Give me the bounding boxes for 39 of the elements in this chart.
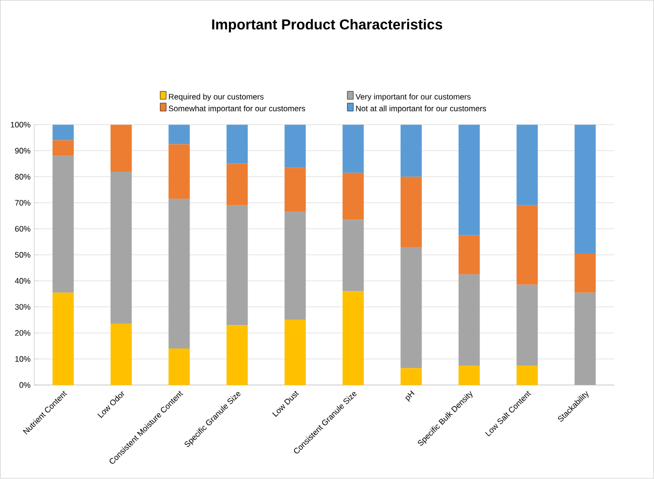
bar xyxy=(284,168,306,212)
bar xyxy=(516,366,538,386)
bar xyxy=(52,292,74,386)
bar xyxy=(168,348,190,386)
bar xyxy=(516,284,538,366)
bar xyxy=(458,236,480,275)
bar xyxy=(52,140,74,156)
bar xyxy=(168,124,190,144)
bar xyxy=(168,144,190,200)
bar xyxy=(110,172,132,324)
bar xyxy=(400,368,422,386)
bar xyxy=(516,124,538,206)
bar xyxy=(574,254,596,293)
bar xyxy=(284,212,306,320)
bar xyxy=(574,292,596,386)
bar xyxy=(284,124,306,168)
bar xyxy=(52,124,74,141)
bar xyxy=(458,124,480,236)
bar xyxy=(574,124,596,254)
bar xyxy=(400,124,422,177)
bar xyxy=(342,292,364,386)
bar xyxy=(226,206,248,326)
bar xyxy=(226,164,248,206)
bar xyxy=(342,220,364,292)
bar xyxy=(400,247,422,368)
bar xyxy=(110,124,132,172)
bar xyxy=(458,366,480,386)
bar xyxy=(400,176,422,248)
bar xyxy=(226,325,248,386)
bar xyxy=(284,320,306,386)
bar xyxy=(516,206,538,285)
bar xyxy=(342,124,364,174)
bar xyxy=(110,324,132,386)
bar xyxy=(52,156,74,293)
bar xyxy=(168,199,190,349)
bar xyxy=(458,274,480,366)
bar xyxy=(226,124,248,164)
chart-title: Important Product Characteristics xyxy=(212,19,442,33)
bar xyxy=(342,173,364,220)
